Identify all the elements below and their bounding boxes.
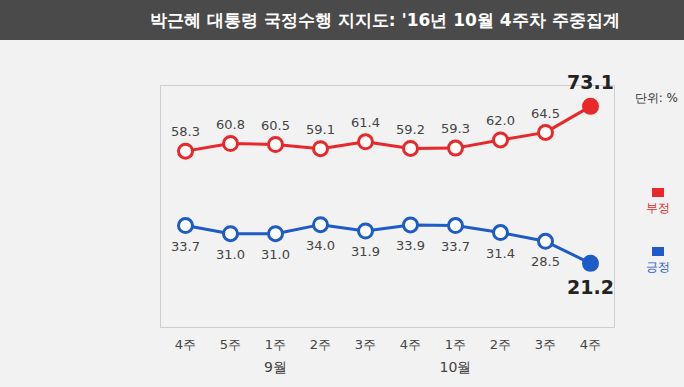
svg-text:60.8: 60.8: [216, 117, 245, 132]
svg-text:61.4: 61.4: [351, 115, 380, 130]
svg-text:5주: 5주: [220, 337, 241, 352]
svg-text:59.2: 59.2: [396, 122, 425, 137]
svg-text:4주: 4주: [175, 337, 196, 352]
svg-text:33.7: 33.7: [441, 239, 470, 254]
svg-text:31.0: 31.0: [216, 247, 245, 262]
svg-text:28.5: 28.5: [531, 254, 560, 269]
svg-text:31.0: 31.0: [261, 247, 290, 262]
svg-text:31.4: 31.4: [486, 246, 515, 261]
svg-text:62.0: 62.0: [486, 113, 515, 128]
svg-text:9월: 9월: [264, 359, 287, 375]
svg-text:34.0: 34.0: [306, 238, 335, 253]
svg-text:4주: 4주: [400, 337, 421, 352]
svg-text:59.3: 59.3: [441, 121, 470, 136]
svg-text:2주: 2주: [310, 337, 331, 352]
svg-text:3주: 3주: [355, 337, 376, 352]
svg-text:31.9: 31.9: [351, 244, 380, 259]
svg-text:2주: 2주: [490, 337, 511, 352]
svg-text:1주: 1주: [445, 337, 466, 352]
html-text:긍정: 긍정: [646, 260, 670, 274]
svg-text:4주: 4주: [580, 337, 601, 352]
svg-text:21.2: 21.2: [567, 276, 614, 298]
svg-text:60.5: 60.5: [261, 118, 290, 133]
svg-text:33.7: 33.7: [171, 239, 200, 254]
svg-text:64.5: 64.5: [531, 106, 560, 121]
svg-text:3주: 3주: [535, 337, 556, 352]
html-text:단위: %: 단위: %: [634, 91, 678, 105]
svg-text:1주: 1주: [265, 337, 286, 352]
html-text:부정: 부정: [646, 201, 670, 215]
html-text:박근혜 대통령 국정수행 지지도: '16년 10월 4주차: 박근혜 대통령 국정수행 지지도: '16년 10월 4주차 주중집계: [150, 10, 620, 30]
svg-text:73.1: 73.1: [567, 71, 614, 93]
svg-text:33.9: 33.9: [396, 238, 425, 253]
svg-text:59.1: 59.1: [306, 122, 335, 137]
svg-text:10월: 10월: [440, 359, 472, 375]
svg-text:58.3: 58.3: [171, 124, 200, 139]
